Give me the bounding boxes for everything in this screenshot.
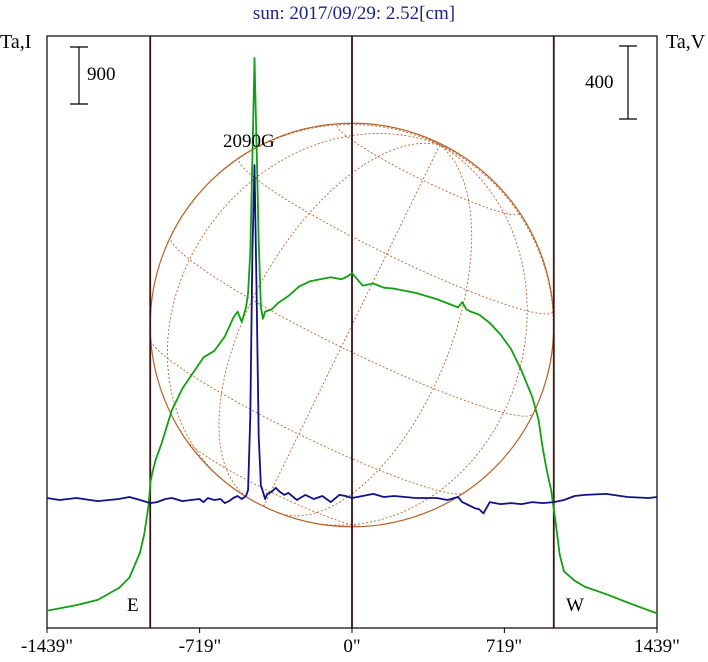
left-scale-bar-label: 900 xyxy=(87,64,116,85)
left-scale-bar xyxy=(70,46,88,105)
x-tick-label: 719" xyxy=(485,636,523,657)
west-limb-label: W xyxy=(566,595,584,616)
x-tick-label: 1439" xyxy=(634,636,680,657)
left-axis-label: Ta,I xyxy=(0,31,32,53)
chart-title: sun: 2017/09/29: 2.52[cm] xyxy=(252,3,456,24)
longitude-line xyxy=(306,144,528,526)
latitude-line xyxy=(169,236,534,417)
ta-i-series-line xyxy=(46,57,658,615)
right-axis-label: Ta,V xyxy=(666,31,706,53)
latitude-line xyxy=(336,123,520,216)
east-limb-label: E xyxy=(127,595,139,616)
longitude-line xyxy=(277,144,473,517)
peak-annotation: 2090G xyxy=(223,131,275,152)
x-tick-label: -719" xyxy=(178,636,222,657)
longitude-line xyxy=(263,144,441,507)
x-tick-label: -1439" xyxy=(20,636,74,657)
longitude-line xyxy=(166,133,440,483)
longitude-line xyxy=(439,144,554,414)
longitude-line xyxy=(218,142,440,500)
ta-v-series-line xyxy=(46,164,658,515)
latitude-line xyxy=(150,340,464,495)
x-tick-label: 0" xyxy=(343,636,361,657)
right-scale-bar-label: 400 xyxy=(585,72,614,93)
right-scale-bar xyxy=(619,45,637,120)
latitude-line xyxy=(186,440,363,527)
